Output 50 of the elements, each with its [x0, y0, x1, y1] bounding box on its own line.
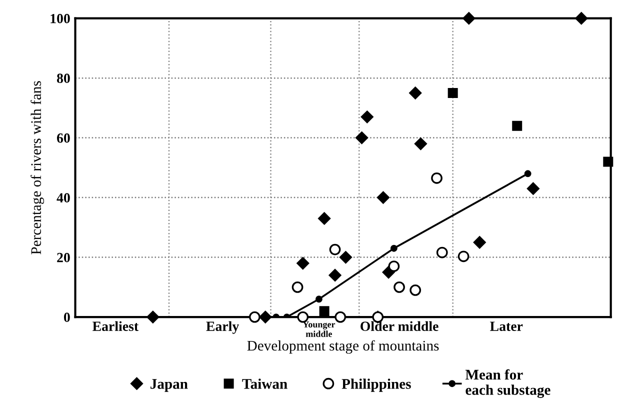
point	[394, 281, 405, 293]
legend-label: Japan	[150, 379, 188, 392]
point	[390, 244, 398, 252]
point	[410, 284, 422, 296]
point	[329, 244, 341, 256]
point	[328, 268, 342, 282]
point	[297, 311, 309, 323]
legend-label: Taiwan	[242, 378, 288, 389]
point	[388, 260, 400, 272]
point	[603, 156, 614, 167]
point	[512, 120, 522, 131]
point	[575, 12, 588, 25]
x-tick-label: Later	[490, 322, 523, 331]
point	[526, 182, 540, 195]
point	[414, 138, 427, 150]
point	[524, 170, 532, 178]
x-tick-label: Early	[206, 321, 240, 334]
point	[296, 257, 310, 270]
point	[334, 311, 346, 323]
point	[360, 110, 374, 124]
x-tick-label: Younger middle	[302, 322, 336, 338]
y-tick-label: 100	[50, 14, 70, 24]
point	[319, 306, 330, 316]
point	[339, 251, 352, 264]
point	[473, 236, 486, 249]
point	[436, 246, 448, 258]
legend-label: Philippines	[342, 378, 411, 392]
point	[431, 172, 442, 184]
point	[448, 88, 458, 98]
point	[146, 310, 160, 324]
x-axis-title: Development stage of mountains	[247, 340, 439, 354]
y-tick-label: 0	[64, 312, 70, 322]
legend-label: Mean for each substage	[465, 369, 550, 398]
point	[409, 86, 422, 100]
point	[458, 250, 470, 262]
point	[462, 12, 476, 25]
point	[259, 310, 272, 324]
point	[376, 191, 390, 204]
point	[248, 311, 260, 323]
y-tick-label: 60	[57, 133, 70, 143]
y-tick-label: 80	[56, 74, 70, 84]
point	[292, 281, 304, 293]
y-tick-label: 40	[56, 193, 70, 203]
point	[315, 296, 322, 303]
x-tick-label: Earliest	[92, 321, 139, 331]
point	[356, 132, 368, 144]
y-tick-label: 20	[57, 252, 70, 262]
y-axis-title: Percentage of rivers with fans	[30, 81, 44, 254]
point	[318, 212, 331, 225]
x-tick-label: Older middle	[360, 321, 438, 331]
